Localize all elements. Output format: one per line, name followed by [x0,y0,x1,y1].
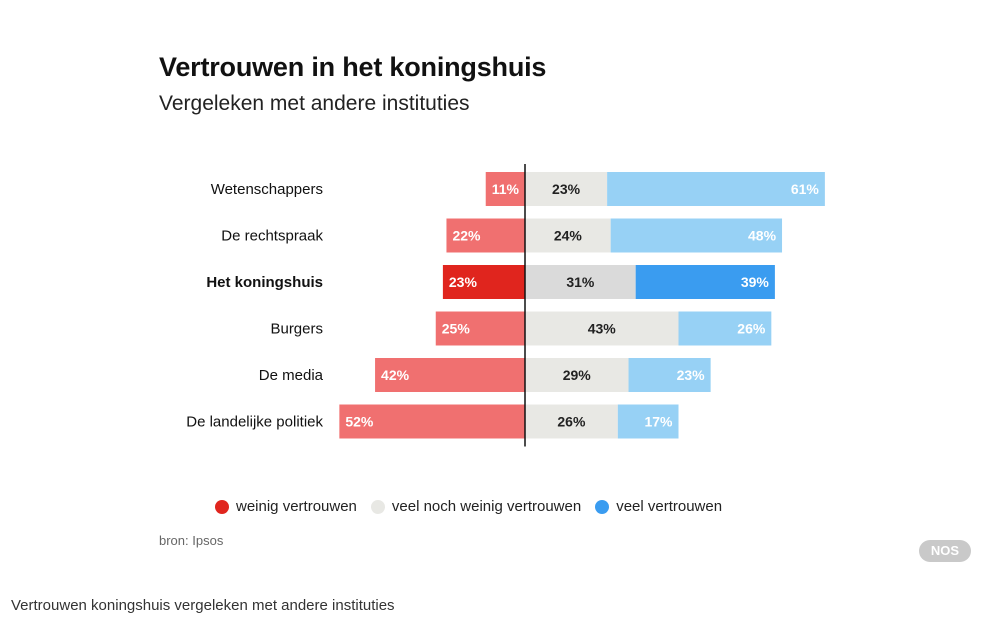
data-label-veel-de-landelijke-politiek: 17% [644,414,673,430]
data-label-neutraal-wetenschappers: 23% [552,181,581,197]
data-label-weinig-het-koningshuis: 23% [449,274,478,290]
bar-neutraal-het-koningshuis [525,265,636,299]
source-note: bron: Ipsos [159,533,224,548]
data-label-veel-burgers: 26% [737,321,766,337]
legend-label-veel: veel vertrouwen [616,498,723,515]
data-label-veel-wetenschappers: 61% [791,181,820,197]
category-label-de-rechtspraak: De rechtspraak [221,228,323,245]
data-label-weinig-de-media: 42% [381,367,410,383]
category-label-de-landelijke-politiek: De landelijke politiek [186,414,323,431]
data-label-neutraal-burgers: 43% [588,321,617,337]
bar-veel-wetenschappers [607,172,825,206]
data-label-neutraal-het-koningshuis: 31% [566,274,595,290]
chart-card: Vertrouwen in het koningshuis Vergeleken… [159,52,971,562]
legend-swatch-neutraal [370,499,385,514]
bar-weinig-de-landelijke-politiek [339,404,525,439]
data-label-neutraal-de-media: 29% [563,367,592,383]
legend-swatch-veel [595,499,610,514]
category-label-wetenschappers: Wetenschappers [211,181,323,198]
data-label-weinig-burgers: 25% [442,321,471,337]
data-label-weinig-de-landelijke-politiek: 52% [345,414,374,430]
bar-weinig-de-media [375,358,525,392]
chart-legend: weinig vertrouwen veel noch weinig vertr… [215,498,722,515]
legend-item-neutraal: veel noch weinig vertrouwen [370,498,582,515]
data-label-veel-de-rechtspraak: 48% [748,228,777,244]
bar-neutraal-de-media [525,358,629,392]
diverging-bar-chart: Wetenschappers 11% 23% 61% De rechtspraak 22%… [186,164,825,447]
data-label-weinig-de-rechtspraak: 22% [452,228,481,244]
bar-weinig-de-rechtspraak [446,218,525,253]
data-label-weinig-wetenschappers: 11% [492,181,520,197]
bar-weinig-wetenschappers [485,172,525,206]
data-label-neutraal-de-rechtspraak: 24% [554,228,583,244]
category-label-burgers: Burgers [270,321,323,338]
bar-neutraal-wetenschappers [525,172,608,206]
bar-veel-de-rechtspraak [610,218,783,253]
bar-neutraal-burgers [525,311,679,346]
category-label-de-media: De media [259,367,324,384]
data-label-veel-de-media: 23% [677,367,706,383]
chart-subtitle: Vergeleken met andere instituties [159,92,470,115]
bar-veel-de-landelijke-politiek [617,404,679,439]
legend-item-veel: veel vertrouwen [595,498,722,515]
legend-label-weinig: weinig vertrouwen [236,498,357,515]
bar-veel-de-media [628,358,711,392]
legend-swatch-weinig [215,499,229,514]
data-label-neutraal-de-landelijke-politiek: 26% [557,414,586,430]
legend-item-weinig: weinig vertrouwen [215,498,357,515]
chart-title: Vertrouwen in het koningshuis [159,52,547,82]
bar-neutraal-de-landelijke-politiek [525,404,618,439]
data-label-veel-het-koningshuis: 39% [741,274,770,290]
bar-neutraal-de-rechtspraak [525,218,611,253]
image-caption: Vertrouwen koningshuis vergeleken met an… [11,597,395,614]
bar-weinig-het-koningshuis [442,265,525,299]
legend-label-neutraal: veel noch weinig vertrouwen [391,498,582,515]
bar-veel-burgers [678,311,772,346]
bar-weinig-burgers [435,311,525,346]
brand-badge: NOS [919,540,971,562]
category-label-het-koningshuis: Het koningshuis [206,274,323,291]
bar-veel-het-koningshuis [635,265,775,299]
